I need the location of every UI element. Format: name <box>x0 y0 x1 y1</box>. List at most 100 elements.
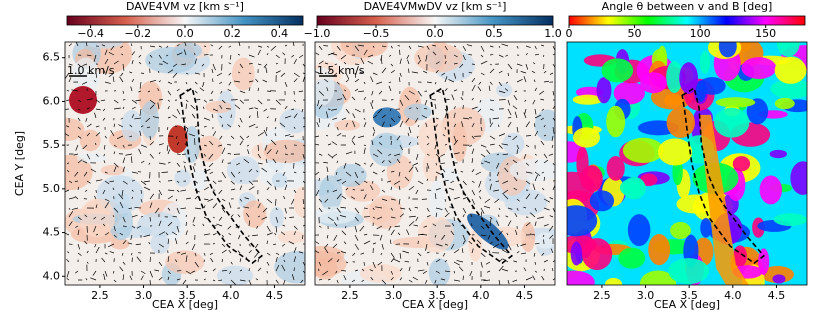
map-patch <box>658 138 692 165</box>
colorbar-label: Angle θ between v and B [deg] <box>602 0 773 13</box>
x-tick-label: 4.0 <box>472 289 490 302</box>
map-patch <box>618 248 645 269</box>
x-tick-label: 3.0 <box>385 289 403 302</box>
x-tick-label: 4.0 <box>222 289 240 302</box>
map-patch <box>121 110 142 142</box>
colorbar <box>569 16 805 25</box>
map-patch <box>777 30 800 57</box>
map-patch <box>272 173 287 188</box>
colorbar <box>317 16 553 25</box>
x-tick-label: 4.0 <box>724 289 742 302</box>
colorbar-tick-label: 0.0 <box>176 27 194 40</box>
map-patch <box>165 250 204 274</box>
map-patch <box>503 133 525 155</box>
map-patch <box>733 156 750 171</box>
velocity-arrow <box>141 73 144 74</box>
map-patch <box>334 120 360 131</box>
map-patch <box>535 110 561 141</box>
x-axis-label: CEA X [deg] <box>152 298 218 311</box>
map-patch <box>772 274 785 283</box>
map-patch <box>418 118 450 158</box>
colorbar-tick-label: 50 <box>628 27 642 40</box>
map-patch <box>429 258 450 287</box>
colorbar-label: DAVE4VMwDV vz [km s⁻¹] <box>364 0 507 13</box>
map-patch <box>373 107 401 127</box>
map-patch <box>79 198 115 237</box>
map-patch <box>623 138 664 163</box>
map-patch <box>790 161 815 195</box>
velocity-arrow <box>432 99 436 100</box>
map-patch <box>555 205 598 236</box>
map-patch <box>590 190 614 211</box>
y-tick-label: 5.5 <box>43 138 61 151</box>
colorbar-tick-label: −1.0 <box>304 27 331 40</box>
y-tick-label: 6.5 <box>43 51 61 64</box>
x-tick-label: 4.5 <box>768 289 786 302</box>
velocity-arrow <box>454 46 456 47</box>
map-patch <box>741 57 776 79</box>
colorbar-label: DAVE4VM vz [km s⁻¹] <box>126 0 244 13</box>
map-patch <box>573 127 600 147</box>
map-patch <box>668 258 709 284</box>
map-patch <box>774 213 808 226</box>
map-patch <box>716 97 756 107</box>
map-patch <box>640 72 667 93</box>
map-patch <box>370 133 403 167</box>
x-tick-label: 2.5 <box>593 289 611 302</box>
velocity-arrow <box>498 125 499 127</box>
y-tick-label: 6.0 <box>43 94 61 107</box>
x-axis-label: CEA X [deg] <box>654 298 720 311</box>
map-patch <box>77 153 106 163</box>
y-tick-label: 4.5 <box>43 226 61 239</box>
map-patch <box>553 271 595 294</box>
x-tick-label: 3.0 <box>135 289 153 302</box>
map-patch <box>760 176 782 205</box>
colorbar-tick-label: 1.0 <box>544 27 562 40</box>
x-tick-label: 2.5 <box>91 289 109 302</box>
colorbar-tick-label: 100 <box>690 27 711 40</box>
map-patch <box>648 234 670 265</box>
map <box>549 30 826 317</box>
colorbar-tick-label: 150 <box>755 27 776 40</box>
colorbar-tick-label: −0.5 <box>363 27 390 40</box>
map-patch <box>205 101 231 113</box>
map-patch <box>101 165 126 176</box>
map-patch <box>509 159 560 182</box>
x-tick-label: 2.5 <box>341 289 359 302</box>
map-patch <box>700 218 711 238</box>
velocity-arrow <box>204 46 206 47</box>
arrow-scale-label: 1.5 km/s <box>317 64 365 77</box>
colorbar-tick-label: 0 <box>566 27 573 40</box>
map-patch <box>150 234 169 254</box>
map-patch <box>217 266 253 286</box>
map-patch <box>607 156 625 181</box>
map-patch <box>714 108 749 138</box>
map-patch <box>620 179 645 197</box>
map-patch <box>429 180 445 219</box>
map-patch <box>80 130 101 152</box>
map-patch <box>576 146 588 180</box>
map-patch <box>770 150 787 158</box>
map-patch <box>414 43 463 72</box>
map-patch <box>571 242 582 266</box>
map-patch <box>274 251 320 283</box>
map-patch <box>719 35 737 58</box>
map-patch <box>700 51 710 74</box>
map-patch <box>596 77 611 103</box>
y-axis-label: CEA Y [deg] <box>13 131 26 196</box>
map-patch <box>294 187 312 217</box>
colorbar-tick-label: 0.2 <box>223 27 241 40</box>
map-patch <box>679 62 698 94</box>
map-patch <box>496 83 512 97</box>
map-patch <box>270 207 284 228</box>
colorbar-tick-label: −0.2 <box>124 27 151 40</box>
arrow-scale-label: 1.0 km/s <box>67 64 115 77</box>
x-tick-label: 3.0 <box>637 289 655 302</box>
map-patch <box>601 58 633 82</box>
map-patch <box>628 214 651 246</box>
map-patch <box>264 140 311 163</box>
x-tick-label: 4.5 <box>516 289 534 302</box>
map-patch <box>360 264 402 283</box>
x-tick-label: 4.5 <box>266 289 284 302</box>
